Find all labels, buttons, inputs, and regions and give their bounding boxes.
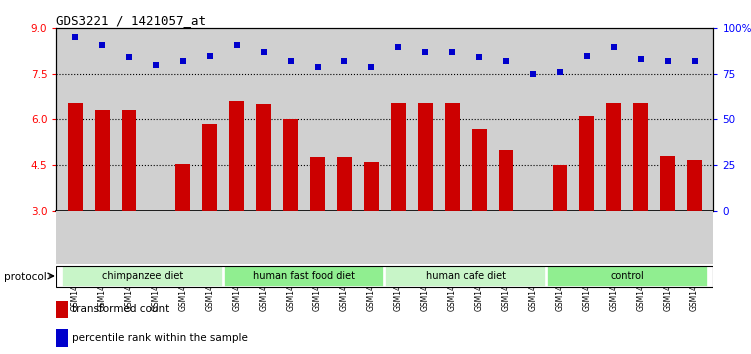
Point (204, 53, 216, 58)
Point (500, 58, 512, 64)
Bar (62, 266, 223, 287)
Bar (203, 124, 217, 211)
Bar (364, 162, 379, 211)
Point (473, 55, 485, 60)
Point (177, 58, 189, 64)
Point (635, 57, 647, 62)
Point (150, 62, 162, 68)
Text: percentile rank within the sample: percentile rank within the sample (72, 333, 249, 343)
Point (608, 44, 620, 49)
Point (69, 35, 81, 40)
Point (285, 58, 297, 64)
Bar (687, 160, 702, 211)
Bar (229, 101, 244, 211)
Bar (633, 103, 648, 211)
Bar (256, 104, 271, 211)
Point (527, 71, 539, 77)
Bar (547, 266, 707, 287)
Bar (553, 165, 567, 211)
Text: human fast food diet: human fast food diet (253, 271, 355, 281)
Bar (56, 329, 68, 347)
Point (446, 49, 458, 55)
Point (689, 58, 701, 64)
Bar (472, 129, 487, 211)
Bar (580, 116, 594, 211)
Point (339, 58, 351, 64)
Bar (122, 110, 137, 211)
Point (554, 69, 566, 75)
Point (392, 44, 404, 49)
Bar (606, 103, 621, 211)
Point (312, 64, 324, 69)
Text: GDS3221 / 1421057_at: GDS3221 / 1421057_at (56, 14, 207, 27)
Bar (418, 103, 433, 211)
Point (231, 42, 243, 47)
Point (419, 49, 431, 55)
Bar (283, 120, 298, 211)
Bar (176, 164, 190, 211)
Bar (68, 103, 83, 211)
Point (581, 53, 593, 58)
Text: human cafe diet: human cafe diet (426, 271, 505, 281)
Bar (660, 156, 675, 211)
Bar (337, 158, 352, 211)
Point (258, 49, 270, 55)
Bar (56, 301, 68, 318)
Bar (224, 266, 385, 287)
Bar (445, 103, 460, 211)
Point (366, 64, 378, 69)
Text: protocol: protocol (4, 272, 47, 282)
Point (662, 58, 674, 64)
Bar (499, 150, 514, 211)
Bar (310, 158, 325, 211)
Point (96, 42, 108, 47)
Text: control: control (611, 271, 644, 281)
Point (123, 55, 135, 60)
Bar (95, 110, 110, 211)
Bar (385, 266, 546, 287)
Text: transformed count: transformed count (72, 304, 170, 314)
Text: chimpanzee diet: chimpanzee diet (102, 271, 183, 281)
Bar (391, 103, 406, 211)
